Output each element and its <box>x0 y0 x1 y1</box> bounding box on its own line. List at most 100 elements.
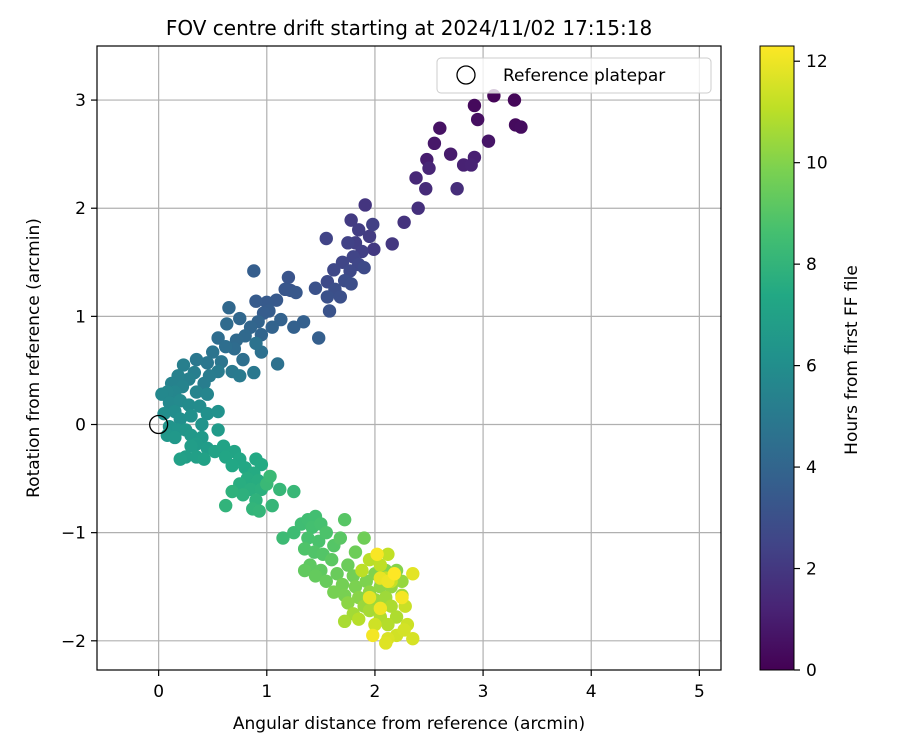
data-point <box>218 339 233 354</box>
data-point <box>362 603 377 618</box>
data-point <box>211 423 225 437</box>
data-point <box>200 356 215 370</box>
data-point <box>197 376 211 391</box>
data-point <box>397 623 411 637</box>
data-point <box>470 112 485 127</box>
data-point <box>344 213 358 227</box>
y-tick-label: 3 <box>75 91 86 111</box>
colorbar-tick-label: 12 <box>806 52 828 72</box>
data-point <box>419 182 433 196</box>
data-point <box>387 567 402 581</box>
data-point <box>236 352 250 367</box>
colorbar-tick-label: 0 <box>806 661 817 681</box>
data-point <box>362 590 377 605</box>
chart-title: FOV centre drift starting at 2024/11/02 … <box>166 16 652 40</box>
data-point <box>276 531 290 545</box>
data-point <box>384 599 398 613</box>
data-point <box>411 201 425 215</box>
data-point <box>254 457 269 472</box>
data-point <box>287 484 301 499</box>
data-point <box>450 182 464 196</box>
data-point <box>189 385 204 399</box>
data-point <box>481 134 496 148</box>
colorbar-gradient <box>759 45 795 671</box>
data-point <box>397 215 411 229</box>
data-point <box>333 531 348 545</box>
data-point <box>357 531 371 545</box>
x-tick-label: 0 <box>153 682 164 702</box>
data-point <box>324 552 339 567</box>
colorbar-tick-label: 4 <box>806 458 817 478</box>
data-point <box>173 452 187 466</box>
colorbar-tick-label: 6 <box>806 357 817 377</box>
data-point <box>335 577 350 592</box>
data-point <box>184 409 198 423</box>
data-point <box>225 484 239 499</box>
data-point <box>373 601 388 616</box>
data-point <box>366 628 380 643</box>
reference-platepar-marker <box>148 414 169 435</box>
data-point <box>263 469 277 484</box>
data-point <box>395 590 409 605</box>
data-point <box>355 563 369 578</box>
data-point <box>514 120 528 134</box>
data-point <box>464 158 478 172</box>
data-point <box>322 304 337 318</box>
data-point <box>344 277 358 291</box>
data-point <box>359 574 373 589</box>
data-point <box>220 317 234 331</box>
legend-label: Reference platepar <box>503 66 665 86</box>
data-point <box>422 161 436 175</box>
colorbar-ticks: 0 2 4 6 8 10 12 <box>794 52 828 681</box>
grid-lines <box>97 46 721 670</box>
data-point <box>301 531 315 545</box>
data-point <box>270 357 285 371</box>
data-point <box>308 281 323 295</box>
data-point <box>427 136 442 151</box>
data-point <box>389 610 404 624</box>
data-point <box>287 320 301 334</box>
data-point <box>274 312 288 327</box>
data-point <box>381 617 395 632</box>
colorbar-tick-label: 10 <box>806 154 828 174</box>
data-point <box>155 387 169 401</box>
data-point <box>176 358 191 372</box>
data-point <box>319 574 333 589</box>
data-point <box>337 512 352 527</box>
data-point <box>289 285 303 300</box>
colorbar: 0 2 4 6 8 10 12 Hours from first FF file <box>759 45 862 681</box>
data-point <box>249 294 263 308</box>
data-point <box>319 525 333 540</box>
data-point <box>265 498 279 513</box>
data-point <box>381 547 395 561</box>
data-point <box>197 452 211 466</box>
data-point <box>406 567 420 581</box>
data-point <box>308 569 323 583</box>
data-point <box>233 369 247 383</box>
data-point <box>406 631 420 646</box>
y-axis-label: Rotation from reference (arcmin) <box>24 218 44 498</box>
data-point <box>467 98 482 113</box>
legend-marker-icon <box>456 65 476 85</box>
data-point <box>233 311 247 326</box>
data-point <box>343 264 357 278</box>
data-point <box>247 264 261 278</box>
x-tick-label: 5 <box>694 682 705 702</box>
data-point <box>337 614 352 629</box>
data-point <box>157 406 171 421</box>
x-axis-ticks: 0 1 2 3 4 5 <box>153 670 705 702</box>
legend-box <box>436 57 712 94</box>
data-point <box>211 404 225 419</box>
data-point <box>278 282 292 297</box>
data-point <box>216 439 231 453</box>
data-point <box>200 406 215 421</box>
data-point <box>358 198 372 212</box>
colorbar-tick-label: 2 <box>806 560 817 580</box>
x-tick-label: 3 <box>478 682 489 702</box>
data-point <box>281 270 296 285</box>
data-point <box>333 290 348 304</box>
data-point <box>366 217 380 232</box>
x-tick-label: 2 <box>370 682 381 702</box>
